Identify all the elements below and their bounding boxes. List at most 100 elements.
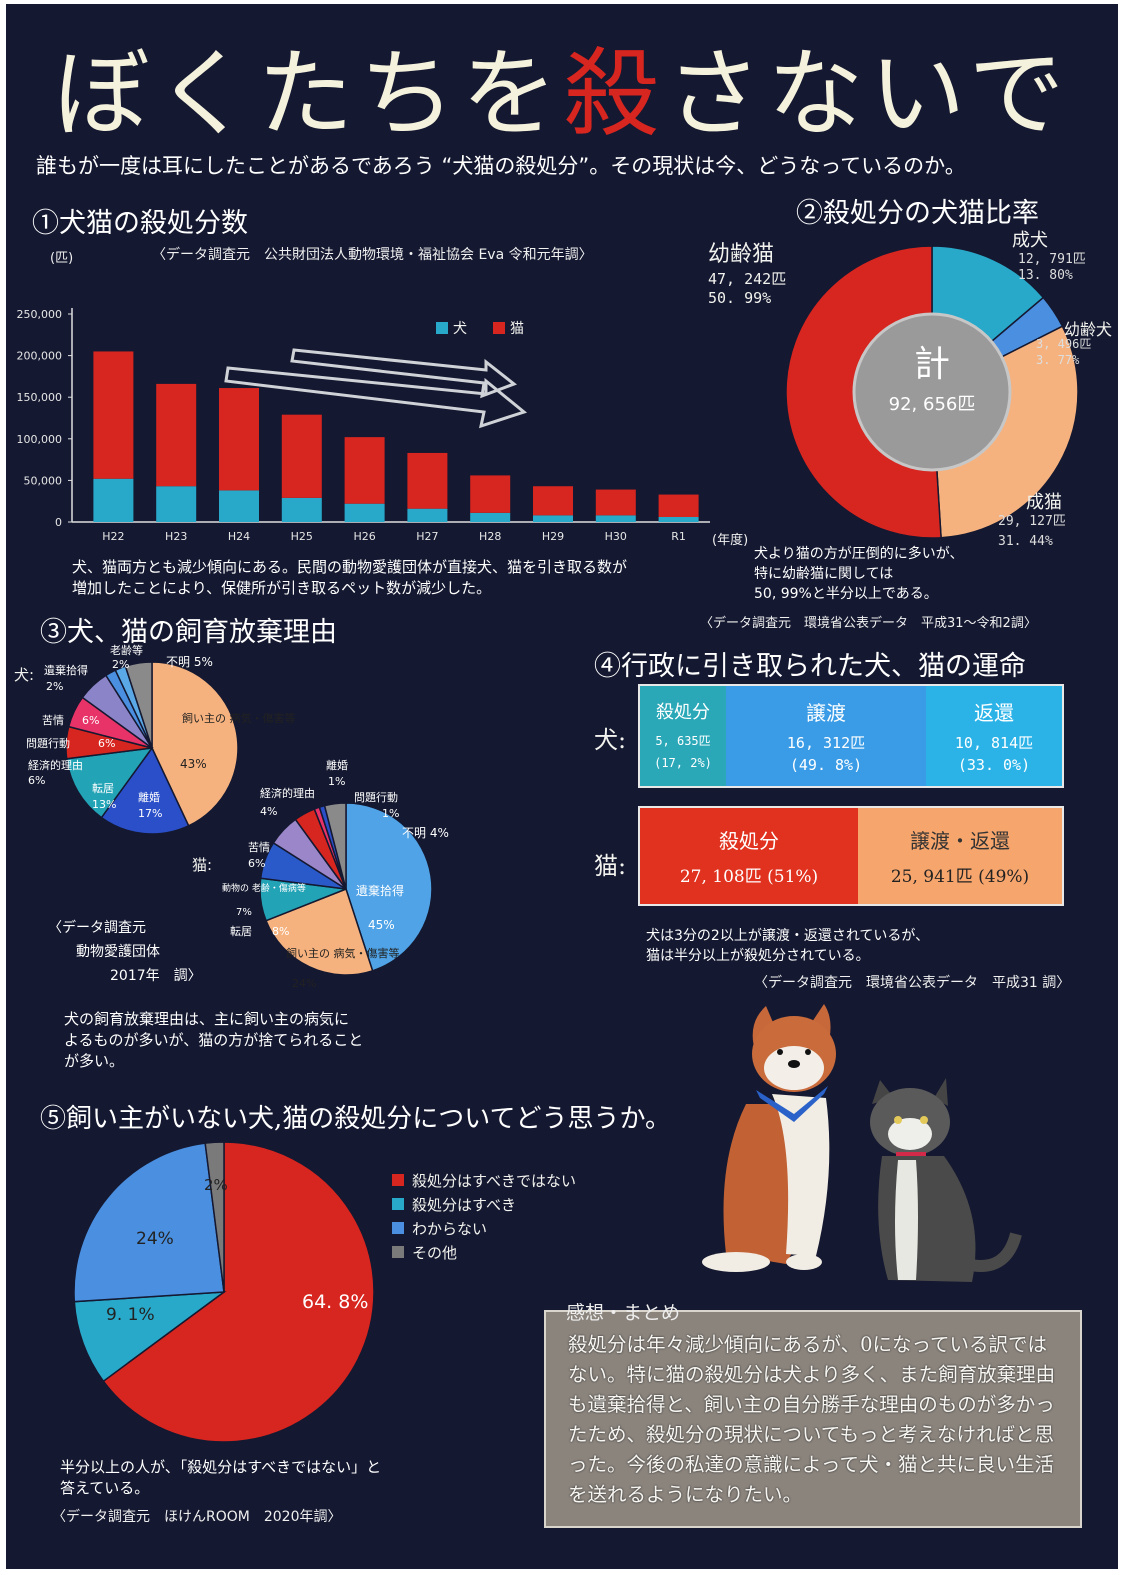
bar-cat bbox=[93, 351, 134, 479]
summary-text: 殺処分は年々減少傾向にあるが、0になっている訳ではない。特に猫の殺処分は犬より多… bbox=[568, 1333, 1056, 1506]
dog-pie-pct-illness: 43% bbox=[180, 757, 207, 771]
bar-y-tick-label: 200,000 bbox=[17, 350, 63, 363]
trend-arrow-1 bbox=[224, 366, 528, 429]
opinion-legend-other-label: その他 bbox=[412, 1243, 458, 1262]
fate-cat-label: 猫: bbox=[594, 852, 627, 880]
dog-pie-slices bbox=[65, 661, 239, 835]
dog-pie-pct-complaint: 6% bbox=[82, 714, 99, 727]
bar-cat bbox=[407, 452, 448, 509]
section3-source: 〈データ調査元 動物愛護団体 2017年 調〉 bbox=[48, 916, 202, 988]
bar-legend-dog-label: 犬 bbox=[453, 321, 467, 337]
bar-dog bbox=[219, 490, 259, 522]
fate-dog-return-count: 10, 814匹 bbox=[954, 733, 1034, 752]
fate-dog-euthanized-head: 殺処分 bbox=[656, 702, 710, 723]
fate-dog-euthanized-pct: (17, 2%) bbox=[654, 756, 712, 770]
bar-x-tick-label: H28 bbox=[479, 530, 501, 543]
dog-pie-pct-abandon: 2% bbox=[46, 680, 63, 693]
section3-note: 犬の飼育放棄理由は、主に飼い主の病気に よるものが多いが、猫の方が捨てられること… bbox=[64, 1009, 363, 1072]
section3-source-line2: 動物愛護団体 bbox=[76, 944, 160, 960]
bar-x-tick-label: H25 bbox=[291, 530, 313, 543]
bar-x-tick-label: H30 bbox=[605, 530, 627, 543]
section4-note-line2: 猫は半分以上が殺処分されている。 bbox=[646, 948, 870, 964]
section3-note-line1: 犬の飼育放棄理由は、主に飼い主の病気に bbox=[64, 1010, 350, 1028]
bar-legend-dog-swatch bbox=[436, 322, 448, 334]
label-young-dog: 3, 496匹 3. 77% bbox=[1036, 336, 1091, 368]
dog-pie-slice bbox=[151, 661, 239, 827]
poster-subtitle: 誰もが一度は耳にしたことがあるであろう “犬猫の殺処分”。その現状は今、どうなっ… bbox=[36, 154, 966, 178]
bar-cat bbox=[344, 437, 385, 504]
label-adult-dog: 12, 791匹 13. 80% bbox=[1018, 252, 1086, 284]
opinion-pie-label-yes: 9. 1% bbox=[106, 1305, 155, 1325]
section4-note-line1: 犬は3分の2以上が譲渡・返還されているが、 bbox=[646, 928, 930, 944]
title-highlight: 殺 bbox=[563, 38, 666, 150]
bar-dog bbox=[533, 515, 573, 522]
bar-dog bbox=[156, 486, 197, 522]
opinion-pie-slice bbox=[73, 1291, 227, 1383]
section1-note-line2: 増加したことにより、保健所が引き取るペット数が減少した。 bbox=[72, 579, 492, 597]
bar-dog bbox=[658, 517, 699, 522]
label-adult-dog-count: 12, 791匹 bbox=[1018, 252, 1086, 267]
bar-x-tick-label: H27 bbox=[416, 530, 438, 543]
label-adult-cat-name: 成猫 bbox=[1026, 492, 1062, 513]
donut-center bbox=[852, 312, 1012, 472]
fate-dog-cell-transfer: 譲渡 16, 312匹 (49. 8%) bbox=[726, 686, 926, 786]
cat-pie-slice bbox=[323, 802, 347, 890]
section4-note: 犬は3分の2以上が譲渡・返還されているが、 猫は半分以上が殺処分されている。 bbox=[646, 926, 929, 966]
section1-source: 〈データ調査元 公共財団法人動物環境・福祉協会 Eva 令和元年調〉 bbox=[152, 247, 593, 263]
bar-year-label: (年度) bbox=[712, 533, 749, 548]
label-adult-dog-name: 成犬 bbox=[1012, 230, 1048, 251]
section5-source: 〈データ調査元 ほけんROOM 2020年調〉 bbox=[52, 1509, 342, 1525]
cat-pie-pct-complaint: 6% bbox=[248, 857, 265, 870]
dog-pie-label-complaint: 苦情 bbox=[42, 714, 64, 727]
fate-cat-transfer-head: 譲渡・返還 bbox=[910, 828, 1010, 853]
bar-x-tick-label: H26 bbox=[353, 530, 375, 543]
dog-reason-pie: 飼い主の 病気・傷害等 43% 離婚 17% 転居 13% 経済的理由 6% 問… bbox=[26, 644, 296, 835]
bar-marks: H22 H23 H24 H25 H26 H27 H28 H29 H30 R1 bbox=[93, 351, 699, 543]
dog-pie-label-illness: 飼い主の 病気・傷害等 bbox=[182, 711, 296, 725]
label-young-dog-pct: 3. 77% bbox=[1036, 353, 1080, 367]
opinion-pie: 64. 8% 9. 1% 24% 2% bbox=[73, 1141, 375, 1443]
bar-dog bbox=[595, 515, 636, 522]
bar-cat bbox=[658, 494, 699, 518]
fate-dog-return-pct: (33. 0%) bbox=[957, 755, 1031, 774]
cat-pie-label-complaint: 苦情 bbox=[248, 841, 270, 854]
dog-pie-label-behavior: 問題行動 bbox=[26, 736, 70, 750]
bar-dog bbox=[93, 478, 134, 522]
fate-dog-return-head: 返還 bbox=[974, 700, 1014, 725]
summary-title: 感想・まとめ bbox=[566, 1302, 681, 1324]
cat-pie-label-economic: 経済的理由 bbox=[260, 786, 315, 800]
cat-pie-pct-illness: 24% bbox=[292, 977, 316, 990]
fate-cat-euthanized-value: 27, 108匹 (51%) bbox=[679, 866, 819, 887]
cat-pie-pct-divorce: 1% bbox=[328, 775, 345, 788]
opinion-legend-no-label: 殺処分はすべきではない bbox=[412, 1171, 576, 1190]
tabby-cat-illustration bbox=[870, 1078, 1022, 1282]
opinion-legend-other: その他 bbox=[392, 1240, 576, 1264]
dog-pie-slice bbox=[100, 746, 190, 835]
bar-cat bbox=[470, 475, 511, 513]
bar-cat bbox=[219, 388, 259, 491]
fate-cat-euthanized-head: 殺処分 bbox=[719, 828, 779, 853]
dog-pie-pct-age: 2% bbox=[112, 658, 129, 671]
fate-dog-cell-euthanized: 殺処分 5, 635匹 (17, 2%) bbox=[640, 686, 726, 786]
cat-pie-slice bbox=[345, 802, 433, 972]
opinion-legend-yes: 殺処分はすべき bbox=[392, 1192, 576, 1216]
bar-y-tick-label: 150,000 bbox=[17, 391, 63, 404]
section2-source: 〈データ調査元 環境省公表データ 平成31～令和2調〉 bbox=[700, 616, 1037, 631]
cat-pie-pct-age: 7% bbox=[236, 907, 252, 918]
bar-legend-cat-swatch bbox=[493, 322, 505, 334]
bar-cat bbox=[533, 486, 573, 516]
opinion-pie-label-unknown: 24% bbox=[136, 1229, 174, 1249]
dog-pie-slice bbox=[65, 747, 154, 819]
bar-x-tick-label: H24 bbox=[228, 530, 250, 543]
bar-dog bbox=[281, 497, 322, 522]
bar-legend-cat-label: 猫 bbox=[510, 321, 524, 337]
label-young-cat: 幼齢猫 47, 242匹 50. 99% bbox=[708, 236, 786, 307]
fate-dog-euthanized-count: 5, 635匹 bbox=[655, 734, 711, 748]
cat-pie-label-age: 動物の 老齢・傷病等 bbox=[222, 882, 306, 894]
dog-pie-pct-behavior: 6% bbox=[98, 737, 115, 750]
section5-note: 半分以上の人が、「殺処分はすべきではない」と 答えている。 bbox=[60, 1457, 381, 1499]
section2-note: 犬より猫の方が圧倒的に多いが、 特に幼齢猫に関しては 50, 99%と半分以上で… bbox=[754, 544, 963, 604]
section5-note-line1: 半分以上の人が、「殺処分はすべきではない」と bbox=[60, 1458, 382, 1476]
section5-note-line2: 答えている。 bbox=[60, 1479, 150, 1497]
fate-dog-table: 殺処分 5, 635匹 (17, 2%) 譲渡 16, 312匹 (49. 8%… bbox=[638, 684, 1064, 788]
